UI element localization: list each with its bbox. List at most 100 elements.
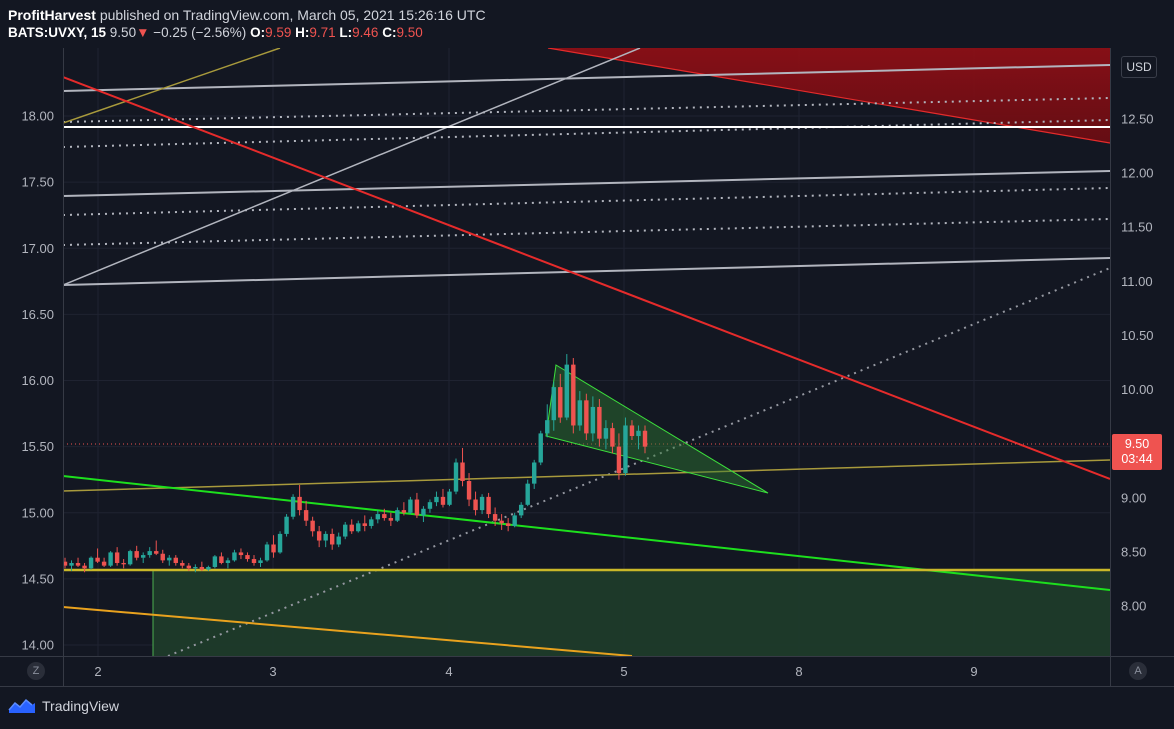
candle — [258, 557, 263, 567]
candle — [82, 563, 87, 573]
candle — [460, 447, 465, 487]
price-tag-value: 9.50 — [1124, 437, 1150, 451]
grey-rising-line[interactable] — [63, 48, 641, 286]
candle — [408, 496, 413, 515]
candle — [538, 430, 543, 466]
candle — [610, 422, 615, 454]
candle — [303, 500, 309, 526]
candle — [63, 557, 68, 569]
left-price-axis[interactable]: 14.00 14.50 15.00 15.50 16.00 16.50 17.00 17.50… — [21, 109, 54, 653]
right-axis-tick: 12.50 — [1121, 112, 1154, 127]
pennant-pattern[interactable] — [545, 364, 769, 494]
candle — [329, 528, 335, 550]
candle — [290, 494, 296, 520]
currency-button[interactable]: USD — [1121, 56, 1157, 78]
left-axis-tick: 14.00 — [21, 638, 54, 653]
olive-rising-line[interactable] — [63, 48, 281, 124]
auto-scale-right-button[interactable]: A — [1129, 662, 1147, 680]
candle — [160, 549, 165, 564]
candle — [427, 499, 433, 513]
right-axis-tick: 12.00 — [1121, 166, 1154, 181]
candle — [310, 516, 315, 537]
candle — [551, 381, 556, 431]
left-axis-tick: 18.00 — [21, 109, 54, 124]
auto-scale-left-button[interactable]: Z — [27, 662, 45, 680]
olive-support-line[interactable] — [63, 459, 1110, 492]
candle — [571, 358, 576, 434]
grey-dotted-line-2[interactable] — [63, 119, 1110, 148]
publish-line: ProfitHarvest published on TradingView.c… — [8, 6, 486, 24]
drawings-layer[interactable] — [63, 48, 1110, 656]
candle — [616, 433, 622, 480]
candle — [219, 552, 224, 565]
left-axis-tick: 15.50 — [21, 439, 54, 454]
left-axis-tick: 16.00 — [21, 373, 54, 388]
candle — [545, 404, 550, 438]
grid-lines — [63, 48, 1110, 656]
left-axis-tick: 14.50 — [21, 571, 54, 586]
grey-dotted-line-4[interactable] — [63, 218, 1110, 246]
candle — [232, 549, 237, 562]
red-downtrend-line[interactable] — [63, 76, 1110, 480]
candle — [414, 492, 420, 519]
symbol-label[interactable]: BATS:UVXY, 15 — [8, 25, 107, 40]
candle — [141, 552, 146, 564]
footer-brand[interactable]: TradingView — [8, 698, 119, 714]
open-value: 9.59 — [265, 25, 292, 40]
orange-downtrend-line[interactable] — [63, 606, 633, 656]
low-label: L: — [339, 25, 353, 40]
candle — [343, 522, 348, 540]
time-axis-tick: 8 — [795, 664, 802, 679]
time-axis-tick: 5 — [620, 664, 627, 679]
author-name[interactable]: ProfitHarvest — [8, 7, 96, 23]
candle — [629, 420, 635, 441]
left-axis-tick: 17.00 — [21, 241, 54, 256]
open-label: O: — [250, 25, 266, 40]
right-price-axis[interactable]: 8.00 8.50 9.00 9.50 10.00 10.50 11.00 11.50 12.0… — [1121, 112, 1154, 614]
candle — [173, 555, 178, 566]
time-axis-tick: 4 — [445, 664, 452, 679]
grey-dotted-rising-line[interactable] — [167, 267, 1110, 656]
ohlc-legend: BATS:UVXY, 15 9.50▼ −0.25 (−2.56%) O:9.5… — [8, 24, 486, 42]
grey-trendline-2[interactable] — [63, 170, 1110, 197]
candle — [401, 502, 407, 516]
right-axis-tick: 8.00 — [1121, 599, 1146, 614]
candle — [277, 531, 283, 554]
left-axis-tick: 15.00 — [21, 505, 54, 520]
grey-trendline-1[interactable] — [63, 64, 1110, 92]
candle — [558, 373, 563, 423]
candle — [323, 531, 328, 548]
green-demand-zone[interactable] — [153, 571, 1110, 656]
price-change: −0.25 (−2.56%) — [153, 25, 247, 40]
candle — [114, 547, 120, 566]
time-axis[interactable]: 2 3 4 5 8 9 — [94, 664, 977, 679]
high-value: 9.71 — [309, 25, 336, 40]
candle — [382, 508, 387, 521]
candle — [395, 507, 400, 523]
candle — [356, 520, 361, 533]
candle — [453, 458, 459, 495]
candle — [473, 491, 478, 516]
time-axis-tick: 2 — [94, 664, 101, 679]
left-axis-tick: 17.50 — [21, 175, 54, 190]
last-price-tag: 9.50 03:44 — [1112, 434, 1162, 470]
candle — [466, 473, 472, 507]
candle — [421, 506, 426, 523]
candle — [590, 396, 596, 442]
candle — [623, 417, 628, 476]
candle — [251, 555, 257, 566]
candle — [375, 510, 381, 524]
candle — [297, 484, 302, 516]
close-label: C: — [382, 25, 397, 40]
right-axis-tick: 10.50 — [1121, 328, 1154, 343]
grey-trendline-3[interactable] — [63, 257, 1110, 286]
price-tag-countdown: 03:44 — [1121, 452, 1153, 466]
candles-layer — [63, 354, 648, 573]
candle — [284, 514, 289, 537]
candle — [167, 555, 172, 566]
candle — [525, 479, 530, 507]
candle — [101, 557, 107, 567]
candle — [388, 512, 394, 526]
candle — [186, 563, 192, 571]
